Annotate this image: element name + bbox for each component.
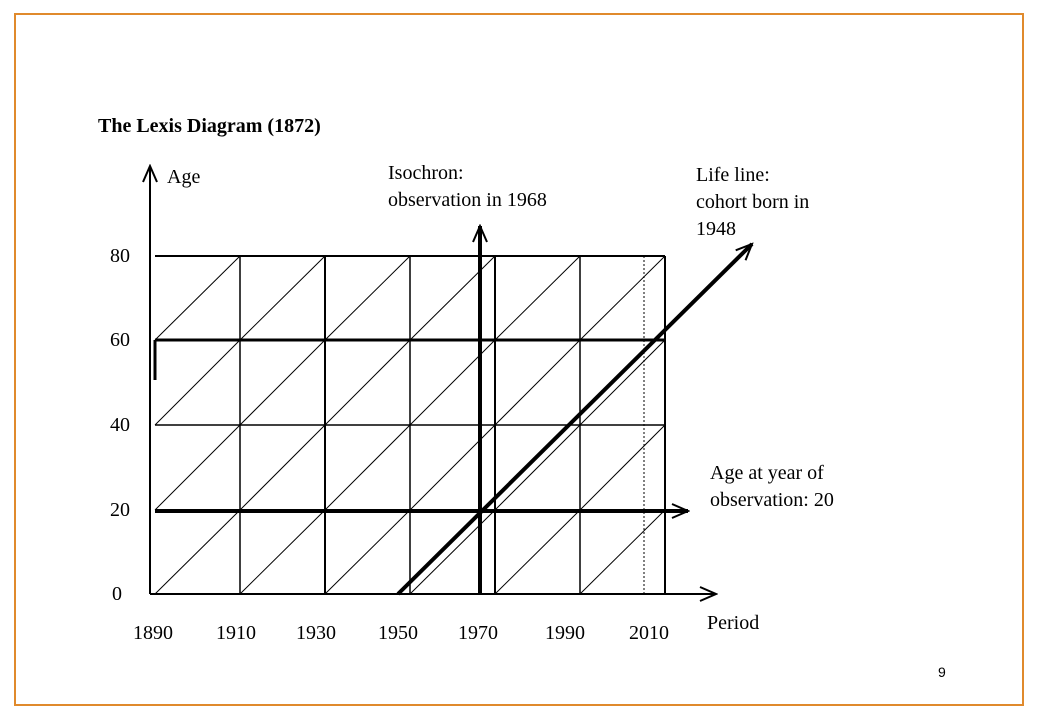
page-number: 9 [938,664,946,680]
age-line-text-1: Age at year of [710,462,824,484]
age-line-text-2: observation: 20 [710,489,834,511]
x-tick-2010: 2010 [629,622,669,644]
x-tick-1930: 1930 [296,622,336,644]
isochron-line-2: observation in 1968 [388,189,547,211]
grid-lines [153,255,666,594]
y-tick-20: 20 [110,499,130,521]
slide-title: The Lexis Diagram (1872) [98,115,321,137]
y-tick-0: 0 [112,583,122,605]
isochron-line-1: Isochron: [388,162,464,184]
life-line-text-1: Life line: [696,164,770,186]
y-tick-labels: 80 60 40 20 0 [110,245,130,605]
x-tick-1950: 1950 [378,622,418,644]
y-axis-label: Age [167,166,200,188]
y-tick-60: 60 [110,329,130,351]
life-line-annotation: Life line: cohort born in 1948 [696,164,809,240]
slide-frame [14,13,1024,706]
isochron-annotation: Isochron: observation in 1968 [388,162,547,211]
life-line [396,244,752,596]
x-tick-1890: 1890 [133,622,173,644]
life-line-text-2: cohort born in [696,191,809,213]
x-tick-1990: 1990 [545,622,585,644]
x-tick-1970: 1970 [458,622,498,644]
x-tick-labels: 1890 1910 1930 1950 1970 1990 2010 [133,622,669,644]
y-tick-80: 80 [110,245,130,267]
age-line-annotation: Age at year of observation: 20 [710,462,834,511]
x-axis-label: Period [707,612,759,634]
life-line-text-3: 1948 [696,218,736,240]
y-tick-40: 40 [110,414,130,436]
x-tick-1910: 1910 [216,622,256,644]
cell-diagonals [154,255,666,595]
